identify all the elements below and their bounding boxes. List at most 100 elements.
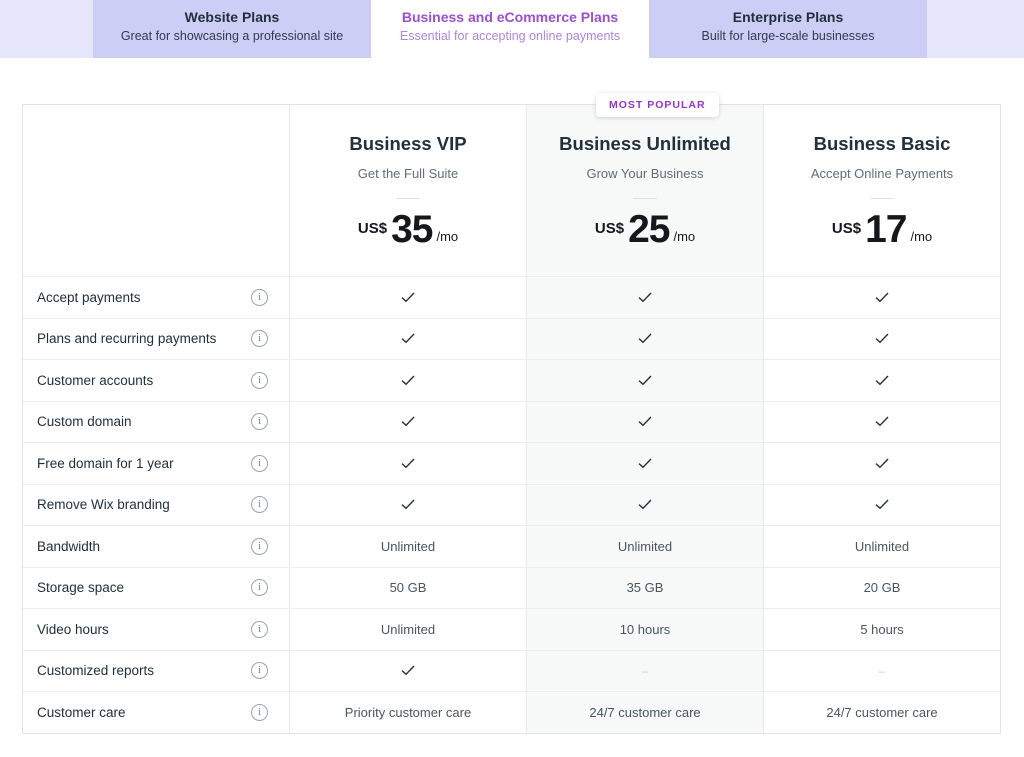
feature-value-cell: 5 hours (763, 609, 1000, 650)
feature-value-cell: 24/7 customer care (763, 692, 1000, 733)
check-icon (638, 499, 652, 510)
price-amount: 25 (628, 208, 670, 251)
feature-value-cell (763, 484, 1000, 525)
info-icon[interactable]: i (251, 620, 268, 638)
feature-label-cell: Customized reports i (23, 651, 289, 692)
feature-label-cell: Video hours i (23, 609, 289, 650)
table-row: Free domain for 1 year i (23, 442, 1000, 484)
feature-label: Storage space (37, 580, 125, 596)
feature-value-cell: 35 GB (526, 567, 763, 608)
check-icon (401, 665, 415, 676)
feature-value-cell (763, 443, 1000, 484)
price-currency: US$ (594, 220, 625, 238)
info-icon[interactable]: i (251, 371, 268, 389)
table-row: Storage space i 50 GB 35 GB 20 GB (23, 566, 1000, 609)
price-period: /mo (673, 229, 696, 245)
plan-category-tabs: Website Plans Great for showcasing a pro… (0, 0, 1024, 58)
tabbar-filler (927, 0, 1024, 58)
check-icon (401, 416, 415, 427)
feature-label-cell: Remove Wix branding i (23, 485, 289, 526)
check-icon (401, 333, 415, 344)
tab-title: Business and eCommerce Plans (401, 9, 619, 25)
price-amount: 35 (391, 208, 433, 251)
feature-label-cell: Plans and recurring payments i (23, 319, 289, 360)
plan-header-business-basic: Business Basic Accept Online Payments US… (763, 105, 1000, 276)
check-icon (638, 375, 652, 386)
tab-subtitle: Great for showcasing a professional site (120, 29, 344, 43)
price-currency: US$ (831, 220, 862, 238)
dash-icon: – (763, 650, 1000, 691)
feature-value-cell (763, 360, 1000, 401)
feature-value-cell: Unlimited (289, 609, 526, 650)
tab-business-ecommerce-plans[interactable]: Business and eCommerce Plans Essential f… (371, 0, 649, 58)
feature-value-cell (526, 360, 763, 401)
feature-value-cell: Unlimited (526, 526, 763, 567)
info-icon[interactable]: i (251, 413, 268, 431)
feature-value-cell: 10 hours (526, 609, 763, 650)
plan-header-business-unlimited: Business Unlimited Grow Your Business US… (526, 105, 763, 276)
dash-icon: – (526, 650, 763, 691)
feature-value-cell (526, 318, 763, 359)
info-icon[interactable]: i (251, 330, 268, 348)
feature-label-cell: Storage space i (23, 568, 289, 609)
plan-tagline: Accept Online Payments (810, 166, 954, 181)
check-icon (401, 458, 415, 469)
table-row: Custom domain i (23, 400, 1000, 443)
check-icon (401, 292, 415, 303)
plan-name: Business VIP (349, 133, 467, 154)
feature-label-cell: Custom domain i (23, 402, 289, 443)
info-icon[interactable]: i (251, 496, 268, 514)
plan-header-business-vip: Business VIP Get the Full Suite US$ 35 /… (289, 105, 526, 276)
check-icon (875, 416, 889, 427)
tab-subtitle: Essential for accepting online payments (399, 29, 621, 43)
feature-label-cell: Free domain for 1 year i (23, 443, 289, 484)
check-icon (638, 416, 652, 427)
feature-value-cell (763, 318, 1000, 359)
plan-price: US$ 35 /mo (290, 208, 526, 251)
feature-label-cell: Bandwidth i (23, 526, 289, 567)
feature-label: Bandwidth (37, 538, 101, 554)
feature-label: Customer care (37, 704, 126, 720)
info-icon[interactable]: i (251, 454, 268, 472)
table-row: Accept payments i (23, 276, 1000, 318)
feature-value-cell (526, 484, 763, 525)
table-row: Bandwidth i Unlimited Unlimited Unlimited (23, 525, 1000, 567)
tab-enterprise-plans[interactable]: Enterprise Plans Built for large-scale b… (649, 0, 927, 58)
feature-value-cell (526, 277, 763, 318)
tab-subtitle: Built for large-scale businesses (701, 29, 875, 43)
price-period: /mo (910, 229, 933, 245)
tab-website-plans[interactable]: Website Plans Great for showcasing a pro… (93, 0, 371, 58)
check-icon (875, 333, 889, 344)
info-icon[interactable]: i (251, 579, 268, 597)
feature-label-cell: Customer accounts i (23, 360, 289, 401)
table-row: Customer accounts i (23, 359, 1000, 401)
info-icon[interactable]: i (251, 537, 268, 555)
table-row: Plans and recurring payments i (23, 317, 1000, 360)
check-icon (401, 499, 415, 510)
price-period: /mo (436, 229, 459, 245)
plan-divider (633, 198, 657, 199)
feature-value-cell (763, 277, 1000, 318)
header-spacer-cell (23, 105, 289, 276)
price-amount: 17 (865, 208, 907, 251)
feature-value-cell (289, 318, 526, 359)
check-icon (638, 458, 652, 469)
info-icon[interactable]: i (251, 703, 268, 721)
feature-value-cell (289, 650, 526, 691)
feature-value-cell (289, 443, 526, 484)
check-icon (638, 292, 652, 303)
check-icon (401, 375, 415, 386)
plan-tagline: Grow Your Business (586, 166, 704, 181)
table-row: Customer care i Priority customer care 24/7… (23, 691, 1000, 733)
plan-price: US$ 25 /mo (527, 208, 763, 251)
plan-divider (870, 198, 894, 199)
feature-value-cell: 50 GB (289, 567, 526, 608)
feature-label: Customer accounts (37, 372, 154, 388)
info-icon[interactable]: i (251, 288, 268, 306)
feature-value-cell: 24/7 customer care (526, 692, 763, 733)
feature-value-cell (526, 443, 763, 484)
info-icon[interactable]: i (251, 662, 268, 680)
feature-label: Accept payments (37, 289, 141, 305)
price-currency: US$ (357, 220, 388, 238)
feature-label: Remove Wix branding (37, 497, 170, 513)
